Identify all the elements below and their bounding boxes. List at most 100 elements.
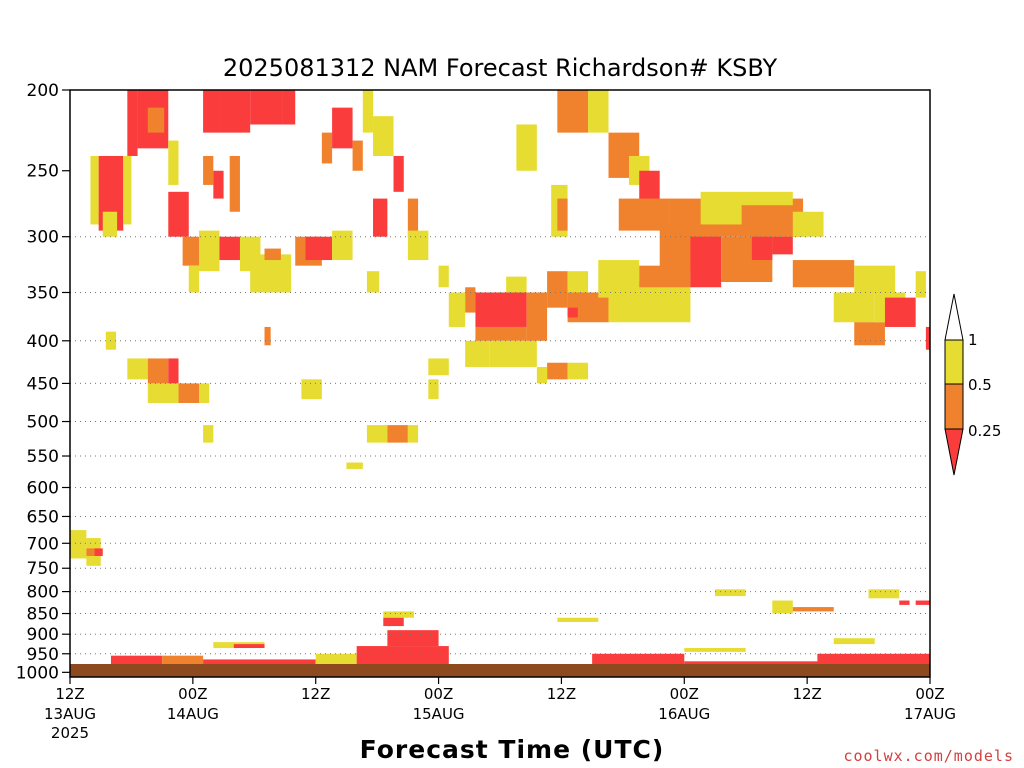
- ri-cell: [147, 107, 165, 133]
- ri-cell: [168, 140, 179, 185]
- ri-cell: [229, 155, 240, 212]
- ri-cell: [387, 630, 439, 647]
- x-tick-date: 15AUG: [413, 705, 465, 723]
- x-tick-date: 16AUG: [658, 705, 710, 723]
- ri-cell: [219, 236, 240, 261]
- ri-cell: [387, 425, 408, 443]
- ri-cell: [608, 281, 691, 323]
- ri-cell: [213, 170, 224, 199]
- legend-level-label: 0.5: [968, 376, 992, 394]
- ri-cell: [506, 276, 527, 293]
- ri-cell: [127, 90, 138, 156]
- ri-cell: [557, 198, 568, 231]
- ri-cell: [690, 230, 722, 288]
- y-tick-label: 400: [27, 332, 59, 352]
- y-tick-label: 550: [27, 447, 59, 467]
- y-tick-label: 600: [27, 478, 59, 498]
- ri-cell: [567, 362, 589, 380]
- ri-cell: [219, 90, 251, 133]
- ri-cell: [592, 653, 685, 667]
- ri-cell: [86, 548, 95, 556]
- ri-cell: [188, 265, 199, 293]
- ri-cell: [428, 358, 449, 376]
- ri-cell: [110, 655, 163, 667]
- legend-swatch-below-0.25: [944, 428, 964, 476]
- ri-cell: [362, 90, 374, 133]
- ri-cell: [792, 211, 824, 237]
- y-tick-label: 1000: [16, 663, 59, 683]
- ri-cell: [428, 379, 439, 400]
- ri-cell: [868, 589, 900, 599]
- ri-cell: [772, 600, 793, 614]
- ri-cell: [168, 191, 189, 237]
- ri-cell: [884, 297, 916, 327]
- ri-cell: [833, 638, 875, 645]
- ri-cell: [407, 230, 429, 261]
- ri-cell: [366, 271, 380, 293]
- ri-cell: [346, 462, 363, 469]
- ri-cell: [588, 90, 609, 133]
- y-tick-label: 350: [27, 283, 59, 303]
- y-tick-label: 750: [27, 559, 59, 579]
- ri-cell: [199, 230, 220, 272]
- x-tick-year: 2025: [51, 724, 89, 742]
- ri-cell: [489, 340, 537, 367]
- grid-lines: [70, 236, 930, 655]
- ri-cell: [536, 366, 548, 384]
- x-tick-date: 14AUG: [167, 705, 219, 723]
- ri-cell: [915, 271, 926, 298]
- ri-cell: [684, 648, 746, 652]
- legend-level-label: 1: [968, 331, 978, 349]
- ri-cell: [203, 425, 214, 443]
- ground-surface: [70, 664, 930, 677]
- ri-cell: [516, 124, 537, 171]
- ri-cell: [332, 107, 353, 149]
- ri-cell: [352, 140, 363, 171]
- ri-cell: [264, 248, 281, 261]
- ri-cell: [356, 646, 449, 667]
- y-tick-label: 450: [27, 374, 59, 394]
- ri-cell: [557, 90, 589, 133]
- ri-cell: [393, 155, 404, 192]
- ri-cell: [305, 236, 333, 261]
- ri-cell: [383, 611, 414, 618]
- ri-cell: [94, 548, 103, 556]
- ri-cell: [373, 198, 388, 237]
- y-tick-label: 500: [27, 413, 59, 433]
- ri-cell: [233, 644, 265, 649]
- ri-cell: [854, 265, 896, 293]
- x-tick-label: 12Z: [301, 685, 330, 703]
- ri-cell: [168, 358, 179, 384]
- ri-cell: [475, 292, 527, 327]
- legend-swatch-0.5-1: [944, 339, 964, 385]
- ri-cell: [373, 116, 394, 156]
- ri-cell: [199, 383, 210, 403]
- ri-cell: [70, 530, 87, 559]
- ri-cell: [925, 326, 930, 350]
- ri-cell: [465, 340, 490, 367]
- ri-cell: [567, 307, 578, 318]
- ri-cell: [178, 383, 199, 403]
- ri-cell: [366, 425, 388, 443]
- x-tick-label: 12Z: [55, 685, 84, 703]
- x-tick-label: 00Z: [178, 685, 207, 703]
- ri-cell: [557, 617, 599, 622]
- y-tick-label: 250: [27, 162, 59, 182]
- ri-cell: [751, 236, 773, 261]
- ri-cell: [250, 90, 283, 125]
- y-tick-label: 200: [27, 81, 59, 101]
- ri-cell: [772, 236, 793, 255]
- y-tick-label: 800: [27, 583, 59, 603]
- ri-cell: [301, 379, 322, 400]
- x-tick-label: 00Z: [915, 685, 944, 703]
- ri-cell: [147, 358, 169, 384]
- ri-cell: [407, 198, 419, 237]
- x-tick-label: 00Z: [424, 685, 453, 703]
- x-tick-label: 12Z: [547, 685, 576, 703]
- ri-cell: [147, 383, 179, 403]
- ri-cell: [792, 260, 855, 288]
- y-tick-label: 950: [27, 645, 59, 665]
- y-axis: 200 250 300 350 400 450 500 550 600 650 700 750 8008…: [16, 81, 70, 683]
- ri-cell: [567, 271, 589, 293]
